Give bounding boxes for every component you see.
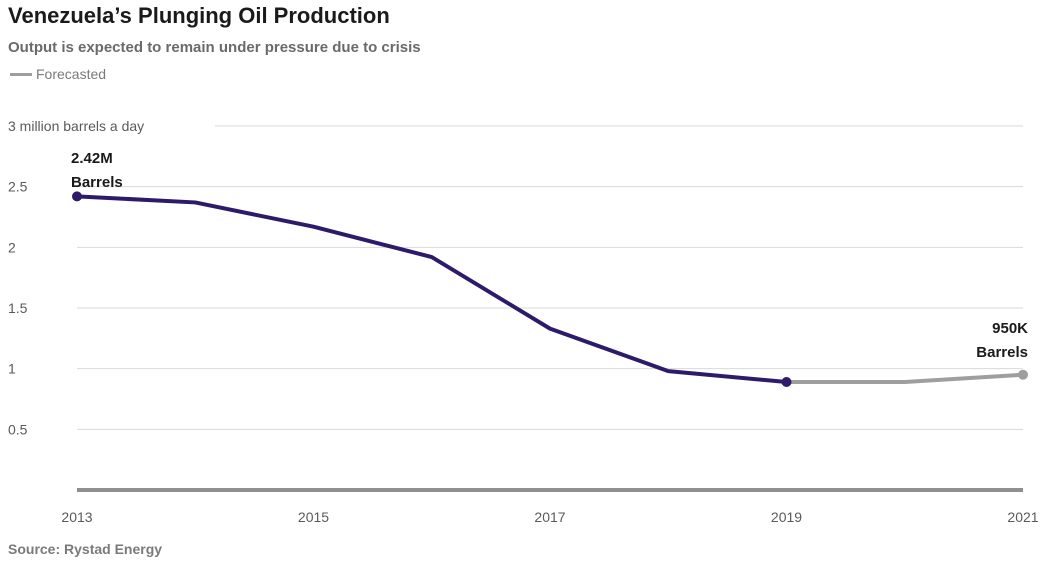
x-tick-label: 2015: [298, 509, 329, 525]
y-tick-label: 2: [8, 239, 16, 255]
legend: Forecasted: [10, 66, 106, 82]
gridlines: [77, 125, 1023, 492]
series-line-forecasted: [784, 372, 1025, 385]
x-tick-label: 2013: [61, 509, 92, 525]
y-tick-label: 2.5: [8, 179, 28, 195]
data-point-2021: [1018, 369, 1028, 380]
x-tick-label: 2019: [771, 509, 802, 525]
source-note: Source: Rystad Energy: [8, 541, 163, 557]
annotation-end-value: 950K: [992, 320, 1028, 337]
y-tick-label: 1.5: [8, 300, 28, 316]
series-line-actual: [75, 194, 789, 385]
data-points: [72, 191, 1028, 388]
annotations: 2.42M Barrels 950K Barrels: [71, 150, 1028, 361]
y-tick-label: 3 million barrels a day: [8, 118, 144, 134]
annotation-start-unit: Barrels: [71, 174, 123, 191]
annotation-start-value: 2.42M: [71, 150, 113, 167]
y-tick-label: 0.5: [8, 421, 28, 437]
data-point-2013: [72, 191, 82, 202]
x-tick-label: 2017: [534, 509, 565, 525]
annotation-end-unit: Barrels: [976, 344, 1028, 361]
y-tick-label: 1: [8, 361, 16, 377]
x-tick-label: 2021: [1007, 509, 1038, 525]
series-lines: [75, 194, 1025, 385]
legend-swatch-forecast: [10, 72, 32, 76]
chart-subtitle: Output is expected to remain under press…: [8, 39, 421, 56]
legend-label-forecast: Forecasted: [36, 66, 107, 82]
data-point-2019: [781, 377, 792, 388]
chart-title: Venezuela’s Plunging Oil Production: [8, 3, 390, 28]
axis-ticks: 0.5 1 1.5 2 2.5 3 million barrels a day 2013 20…: [8, 118, 1039, 525]
